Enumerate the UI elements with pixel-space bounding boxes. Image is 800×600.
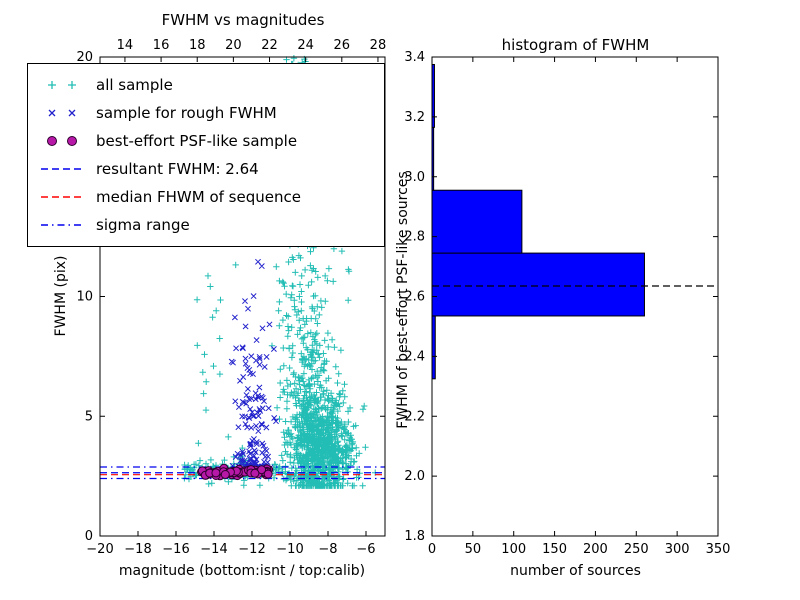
x-tick-label: −10	[276, 542, 303, 557]
hist-y-tick-label: 3.0	[404, 170, 425, 185]
x-top-tick-label: 18	[189, 38, 206, 53]
circle-glyph	[67, 136, 77, 146]
x-tick-label: −6	[356, 542, 375, 557]
plus-marker-icon	[48, 81, 76, 89]
legend-entry: sample for rough FWHM	[38, 99, 374, 127]
x-tick-label: −12	[238, 542, 265, 557]
legend-entry: resultant FWHM: 2.64	[38, 155, 374, 183]
psf-sample-point	[220, 470, 230, 479]
x-top-tick-label: 26	[334, 38, 351, 53]
legend-entry: median FHWM of sequence	[38, 183, 374, 211]
legend: all sample sample for rough FWHM best-effo…	[27, 63, 385, 247]
legend-label: sample for rough FWHM	[96, 104, 277, 122]
hist-x-tick-label: 250	[624, 542, 649, 557]
hist-y-tick-label: 3.4	[404, 50, 425, 65]
x-tick-label: −20	[86, 542, 113, 557]
x-tick-label: −16	[162, 542, 189, 557]
y-tick-label: 10	[76, 290, 93, 305]
psf-sample-point	[211, 468, 221, 478]
hist-bar	[431, 252, 645, 317]
y-tick-label: 5	[85, 409, 93, 424]
legend-entry: sigma range	[38, 211, 374, 239]
x-tick-label: −8	[318, 542, 337, 557]
x-top-tick-label: 20	[225, 38, 242, 53]
x-top-tick-label: 22	[261, 38, 278, 53]
x-top-tick-label: 14	[117, 38, 134, 53]
x-tick-label: −14	[200, 542, 227, 557]
legend-label: best-effort PSF-like sample	[96, 132, 298, 150]
hist-ylabel: FWHM of best-effort PSF-like sources	[395, 171, 411, 429]
hist-y-tick-label: 1.8	[404, 529, 425, 544]
scatter-title: FWHM vs magnitudes	[161, 11, 325, 29]
circle-glyph	[47, 136, 57, 146]
dashed-line-icon	[41, 196, 83, 198]
hist-y-tick-label: 2.4	[404, 349, 425, 364]
circle-marker-icon	[47, 136, 77, 146]
scatter-xlabel: magnitude (bottom:isnt / top:calib)	[118, 563, 366, 579]
legend-label: all sample	[96, 76, 173, 94]
x-tick-label: −18	[124, 542, 151, 557]
x-top-tick-label: 28	[370, 38, 387, 53]
y-tick-label: 20	[76, 50, 93, 65]
dashed-line-icon	[41, 168, 83, 170]
legend-label: median FHWM of sequence	[96, 188, 301, 206]
hist-x-tick-label: 0	[428, 542, 436, 557]
dashdot-line-icon	[41, 224, 83, 226]
hist-y-tick-label: 2.6	[404, 290, 425, 305]
x-top-tick-label: 24	[297, 38, 314, 53]
x-top-tick-label: 16	[153, 38, 170, 53]
hist-x-tick-label: 300	[665, 542, 690, 557]
hist-x-tick-label: 200	[583, 542, 608, 557]
legend-label: sigma range	[96, 216, 190, 234]
legend-entry: all sample	[38, 71, 374, 99]
hist-bar	[431, 189, 523, 254]
legend-entry: best-effort PSF-like sample	[38, 127, 374, 155]
hist-y-tick-label: 3.2	[404, 110, 425, 125]
hist-y-tick-label: 2.8	[404, 230, 425, 245]
hist-x-tick-label: 50	[465, 542, 482, 557]
plus-glyph	[48, 81, 76, 89]
x-glyph	[48, 109, 76, 117]
hist-x-tick-label: 100	[501, 542, 526, 557]
y-tick-label: 0	[85, 529, 93, 544]
psf-sample-point	[250, 468, 260, 478]
hist-x-tick-label: 150	[542, 542, 567, 557]
psf-sample-point	[263, 469, 273, 479]
hist-y-tick-label: 2.2	[404, 409, 425, 424]
hist-xlabel: number of sources	[510, 563, 641, 579]
hist-y-tick-label: 2.0	[404, 469, 425, 484]
hist-x-tick-label: 350	[706, 542, 731, 557]
x-markers	[228, 258, 279, 475]
plus-markers	[181, 55, 379, 489]
hist-title: histogram of FWHM	[501, 36, 650, 54]
x-marker-icon	[48, 109, 76, 117]
legend-label: resultant FWHM: 2.64	[96, 160, 259, 178]
